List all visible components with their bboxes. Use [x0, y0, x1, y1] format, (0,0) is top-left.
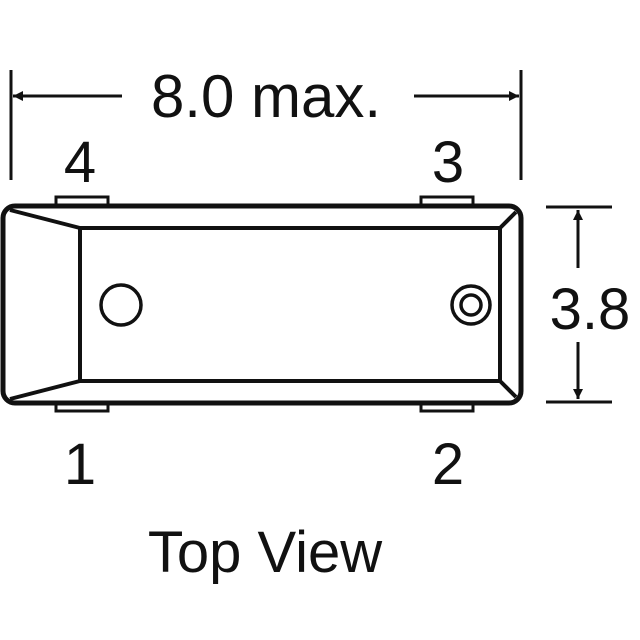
- package-body: [0, 203, 524, 406]
- height-dimension: 3.8: [546, 205, 631, 404]
- bevel-bottom-right: [498, 379, 518, 399]
- pin1-indicator-outer: [450, 284, 492, 326]
- mold-mark-circle: [99, 283, 143, 327]
- height-dimension-label: 3.8: [550, 277, 631, 342]
- pin-4-label: 4: [64, 130, 96, 195]
- view-caption: Top View: [148, 520, 383, 585]
- bevel-top-left: [9, 208, 81, 230]
- bevel-top-right: [498, 210, 518, 230]
- package-outline: [0, 203, 524, 406]
- width-dimension-label: 8.0 max.: [151, 63, 381, 130]
- pin-2-label: 2: [432, 432, 464, 497]
- pin-1-label: 1: [64, 432, 96, 497]
- pin1-indicator-inner: [459, 293, 483, 317]
- pin-3-label: 3: [432, 130, 464, 195]
- bevel-bottom-left: [9, 379, 81, 401]
- package-inner-face: [78, 226, 502, 383]
- width-dimension: 8.0 max.: [9, 63, 523, 180]
